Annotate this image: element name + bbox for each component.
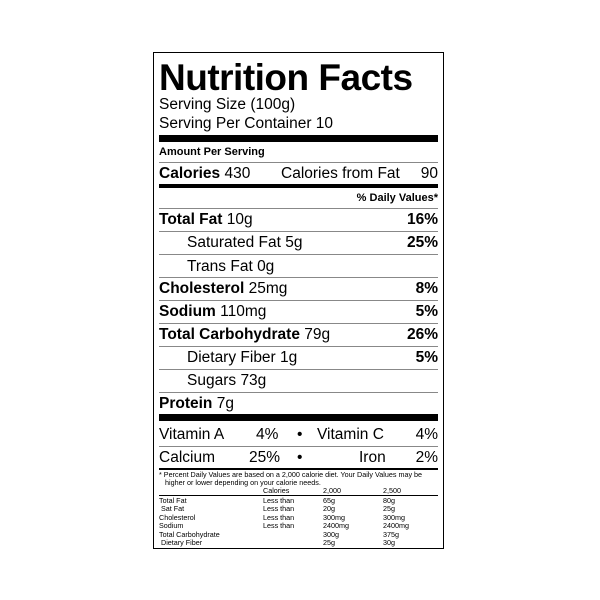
footnote-cell: 20g [323, 504, 335, 514]
footnote-cell: 25g [383, 504, 395, 514]
divider [159, 495, 438, 496]
nutrient-name: Sugars [187, 372, 237, 389]
footnote-cell: 300g [323, 529, 339, 539]
servings-per-container: Serving Per Container 10 [159, 115, 334, 132]
nutrient-dv: 8% [415, 280, 438, 297]
nutrient-dv: 26% [406, 326, 438, 343]
calcium-dv: 25% [249, 449, 281, 466]
divider [159, 277, 438, 278]
footnote-cell: Total Carbohydrate [159, 529, 220, 539]
calories-row: Calories 430 Calories from Fat 90 [159, 166, 438, 182]
calories-from-fat-label: Calories from Fat [281, 165, 400, 182]
footnote-cell: Less than [263, 496, 295, 505]
nutrient-name: Sodium [159, 303, 216, 320]
divider [159, 392, 438, 393]
nutrient-dv: 25% [406, 234, 438, 251]
divider [159, 231, 438, 232]
calories-value: 430 [224, 165, 251, 182]
nutrient-amount: 0g [257, 258, 275, 275]
nutrient-row-total-carbohydrate: Total Carbohydrate 79g 26% [159, 327, 438, 343]
nutrient-row-cholesterol: Cholesterol 25mg 8% [159, 281, 438, 297]
calcium-label: Calcium [159, 449, 215, 466]
nutrient-amount: 110mg [220, 303, 267, 320]
divider-thick [159, 414, 438, 421]
nutrient-name: Total Carbohydrate [159, 326, 300, 343]
vitamin-a-dv: 4% [256, 426, 279, 443]
nutrient-row-dietary-fiber: Dietary Fiber 1g 5% [159, 350, 438, 366]
divider-medium [159, 184, 438, 188]
nutrient-dv: 16% [406, 211, 438, 228]
nutrient-amount: 10g [226, 211, 253, 228]
nutrient-dv: 5% [415, 303, 438, 320]
vitamin-row-2: Calcium 25% • Iron 2% [159, 450, 438, 466]
divider [159, 254, 438, 255]
footnote-cell: Less than [263, 512, 295, 522]
nutrient-dv: 5% [415, 349, 438, 366]
nutrient-name: Protein [159, 395, 213, 412]
daily-values-header: % Daily Values* [356, 192, 438, 204]
footnote-cell: 300mg [383, 512, 405, 522]
divider [159, 468, 438, 470]
nutrient-amount: 79g [304, 326, 331, 343]
calories-from-fat-value: 90 [420, 165, 438, 182]
nutrition-facts-label: Nutrition Facts Serving Size (100g) Serv… [153, 52, 444, 549]
vitamin-c-dv: 4% [415, 426, 438, 443]
calories-label: Calories [159, 165, 221, 182]
footnote-cell: 2400mg [383, 521, 409, 531]
nutrient-row-sugars: Sugars 73g [159, 373, 438, 389]
nutrient-name: Total Fat [159, 211, 223, 228]
nutrient-row-saturated-fat: Saturated Fat 5g 25% [159, 235, 438, 251]
footnote-cell: 25g [323, 538, 335, 547]
vitamin-row-1: Vitamin A 4% • Vitamin C 4% [159, 427, 438, 443]
nutrient-amount: 5g [285, 234, 303, 251]
footnote-cell: 2400mg [323, 521, 349, 531]
nutrient-row-total-fat: Total Fat 10g 16% [159, 212, 438, 228]
nutrient-amount: 7g [216, 395, 234, 412]
iron-label: Iron [359, 449, 386, 466]
nutrient-row-protein: Protein 7g [159, 396, 438, 412]
title: Nutrition Facts [159, 57, 413, 98]
vitamin-a-label: Vitamin A [159, 426, 225, 443]
divider [159, 446, 438, 447]
nutrient-row-sodium: Sodium 110mg 5% [159, 304, 438, 320]
nutrient-amount: 1g [280, 349, 298, 366]
nutrient-row-trans-fat: Trans Fat 0g [159, 259, 438, 275]
footnote-header: 2,500 [383, 486, 401, 495]
footnote-cell: 80g [383, 496, 395, 505]
footnote-cell: Less than [263, 521, 295, 531]
divider [159, 346, 438, 347]
nutrient-amount: 73g [240, 372, 267, 389]
amount-per-serving: Amount Per Serving [159, 146, 265, 158]
iron-dv: 2% [415, 449, 438, 466]
nutrient-name: Saturated Fat [187, 234, 281, 251]
footnote-cell: Cholesterol [159, 512, 196, 522]
divider [159, 208, 438, 209]
divider [159, 162, 438, 163]
footnote-cell: 30g [383, 538, 395, 547]
nutrient-name: Cholesterol [159, 280, 245, 297]
vitamin-c-label: Vitamin C [317, 426, 384, 443]
footnote-cell: Less than [263, 504, 295, 514]
footnote-cell: Sodium [159, 521, 184, 531]
footnote-line-1: * Percent Daily Values are based on a 2,… [159, 470, 423, 479]
divider [159, 369, 438, 370]
footnote-cell: 65g [323, 496, 335, 505]
footnote-cell: Sat Fat [159, 504, 185, 514]
footnote-line-2: higher or lower depending on your calori… [165, 478, 321, 487]
serving-size: Serving Size (100g) [159, 96, 296, 113]
bullet-separator: • [297, 449, 303, 466]
divider-thick [159, 135, 438, 142]
footnote-cell: 300mg [323, 512, 345, 522]
footnote-header: 2,000 [323, 486, 341, 495]
footnote-cell: Dietary Fiber [159, 538, 203, 547]
divider [159, 323, 438, 324]
nutrient-name: Trans Fat [187, 258, 253, 275]
footnote-cell: 375g [383, 529, 399, 539]
nutrient-amount: 25mg [248, 280, 288, 297]
footnote-header: Calories [263, 486, 290, 495]
bullet-separator: • [297, 426, 303, 443]
nutrient-name: Dietary Fiber [187, 349, 276, 366]
footnote-cell: Total Fat [159, 496, 187, 505]
divider [159, 300, 438, 301]
